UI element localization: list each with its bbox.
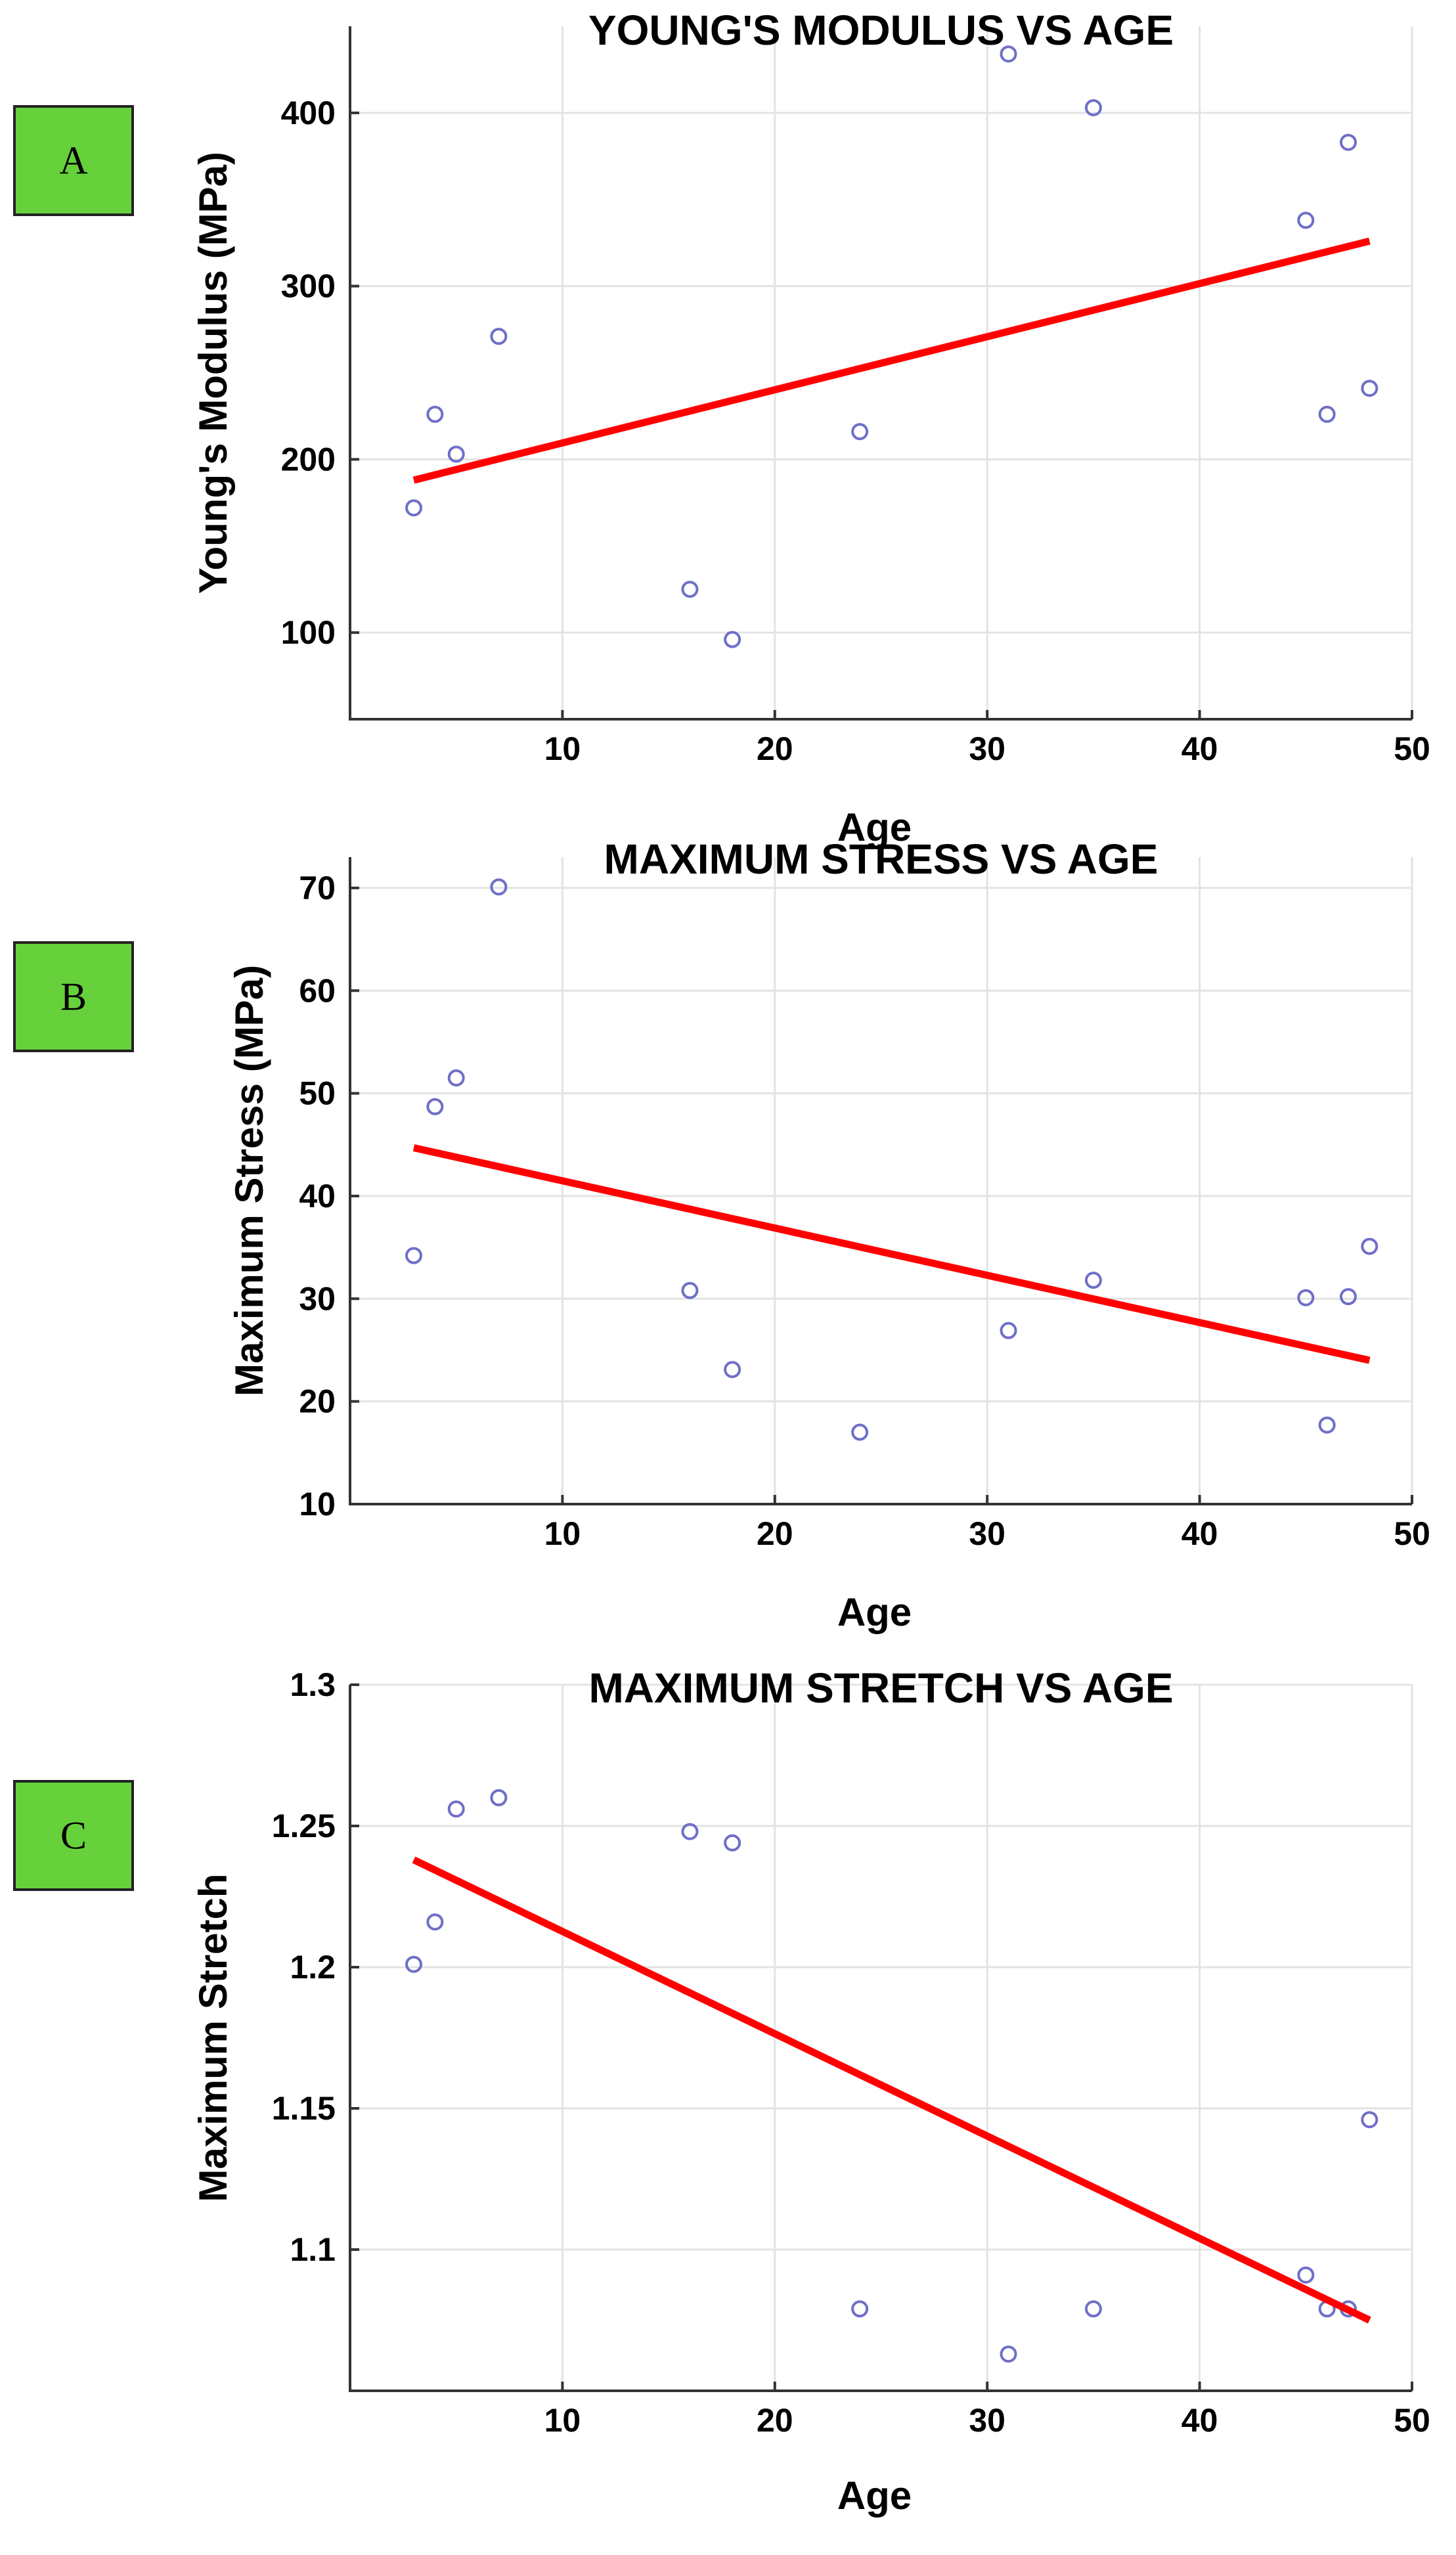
data-point	[426, 405, 444, 423]
panel-badge	[13, 941, 134, 1052]
data-point	[1084, 99, 1102, 116]
data-point	[1297, 1289, 1315, 1306]
data-point	[405, 1247, 423, 1264]
y-tick-label: 30	[299, 1280, 336, 1317]
y-tick-label: 20	[299, 1383, 336, 1420]
data-point	[490, 328, 508, 345]
y-tick-label: 40	[299, 1178, 336, 1214]
data-point	[724, 631, 741, 648]
data-point	[1361, 380, 1379, 397]
chart-title: MAXIMUM STRETCH VS AGE	[588, 1664, 1173, 1712]
data-point	[724, 1834, 741, 1852]
chart-panel-b: B 10 20 30 40 50 10 20 30 40 50 60 70 MAXIMUM STRESS …	[13, 835, 1430, 1634]
x-tick-label: 20	[757, 2402, 793, 2439]
data-point	[405, 499, 423, 517]
data-point	[490, 1789, 508, 1806]
x-tick-label: 10	[544, 1515, 581, 1552]
axes	[349, 857, 1412, 1505]
data-point	[681, 1281, 699, 1299]
data-point	[851, 1423, 869, 1441]
data-point	[1000, 45, 1017, 63]
data-point	[1361, 2111, 1379, 2129]
data-point	[1084, 2300, 1102, 2318]
data-point	[405, 1955, 423, 1973]
chart-title: YOUNG'S MODULUS VS AGE	[588, 7, 1174, 54]
data-point	[447, 1069, 465, 1087]
x-tick-label: 30	[969, 730, 1005, 767]
x-tick-label: 40	[1181, 2402, 1218, 2439]
data-point	[1339, 1288, 1357, 1306]
panel-label: A	[59, 139, 87, 183]
panel-label: C	[60, 1814, 87, 1857]
data-point	[447, 1800, 465, 1818]
y-tick-label: 100	[281, 614, 336, 651]
data-point	[1318, 405, 1336, 423]
x-tick-label: 20	[757, 730, 793, 767]
data-point	[1000, 1322, 1017, 1339]
x-tick-label: 30	[969, 2402, 1005, 2439]
y-tick-label: 10	[299, 1486, 336, 1522]
y-tick-label: 70	[299, 870, 336, 906]
x-tick-label: 50	[1394, 1515, 1430, 1552]
panel-label: B	[60, 975, 87, 1019]
y-tick-label: 1.15	[272, 2090, 336, 2127]
x-axis-label: Age	[837, 805, 912, 849]
panel-badge	[13, 1780, 134, 1891]
data-point	[1084, 1272, 1102, 1289]
x-tick-label: 50	[1394, 2402, 1430, 2439]
data-point	[851, 2300, 869, 2318]
x-tick-label: 40	[1181, 730, 1218, 767]
y-axis-label: Maximum Stress (MPa)	[227, 965, 271, 1396]
x-tick-label: 30	[969, 1515, 1005, 1552]
axes	[349, 1685, 1412, 2392]
y-tick-label: 1.1	[290, 2231, 336, 2268]
data-point	[1297, 211, 1315, 229]
y-tick-label: 300	[281, 268, 336, 305]
data-point	[426, 1913, 444, 1931]
chart-panel-c: C 10 20 30 40 50 1.1 1.15 1.2 1.25 1.3 MAXIMUM STRE…	[13, 1664, 1430, 2518]
data-point	[490, 878, 508, 896]
panel-badge	[13, 105, 134, 216]
y-tick-label: 60	[299, 972, 336, 1009]
data-point	[681, 1823, 699, 1840]
x-axis-label: Age	[837, 1590, 912, 1634]
y-axis-label: Maximum Stretch	[191, 1873, 235, 2202]
x-axis-label: Age	[837, 2474, 912, 2518]
y-tick-label: 50	[299, 1075, 336, 1112]
y-tick-label: 1.3	[290, 1666, 336, 1703]
data-point	[1361, 1237, 1379, 1255]
x-tick-label: 40	[1181, 1515, 1218, 1552]
data-point	[1339, 133, 1357, 151]
x-tick-label: 10	[544, 2402, 581, 2439]
data-point	[1000, 2345, 1017, 2363]
x-tick-label: 50	[1394, 730, 1430, 767]
y-tick-label: 1.2	[290, 1949, 336, 1986]
data-point	[681, 581, 699, 598]
data-point	[447, 445, 465, 463]
data-point	[724, 1361, 741, 1379]
y-tick-label: 200	[281, 441, 336, 478]
data-point	[426, 1098, 444, 1115]
regression-line	[412, 1144, 1371, 1364]
y-tick-label: 1.25	[272, 1808, 336, 1844]
data-point	[851, 423, 869, 441]
x-tick-label: 20	[757, 1515, 793, 1552]
regression-line	[412, 237, 1371, 484]
data-point	[1318, 1416, 1336, 1434]
axes	[349, 26, 1412, 721]
x-tick-label: 10	[544, 730, 581, 767]
y-tick-label: 400	[281, 95, 336, 131]
y-axis-label: Young's Modulus (MPa)	[191, 152, 235, 594]
regression-line	[412, 1856, 1371, 2324]
chart-title: MAXIMUM STRESS VS AGE	[604, 835, 1158, 883]
chart-panel-a: A 10 20 30 40 50 100 200 300 400 YOUNG'S MODULUS V…	[13, 7, 1430, 849]
data-point	[1297, 2266, 1315, 2284]
